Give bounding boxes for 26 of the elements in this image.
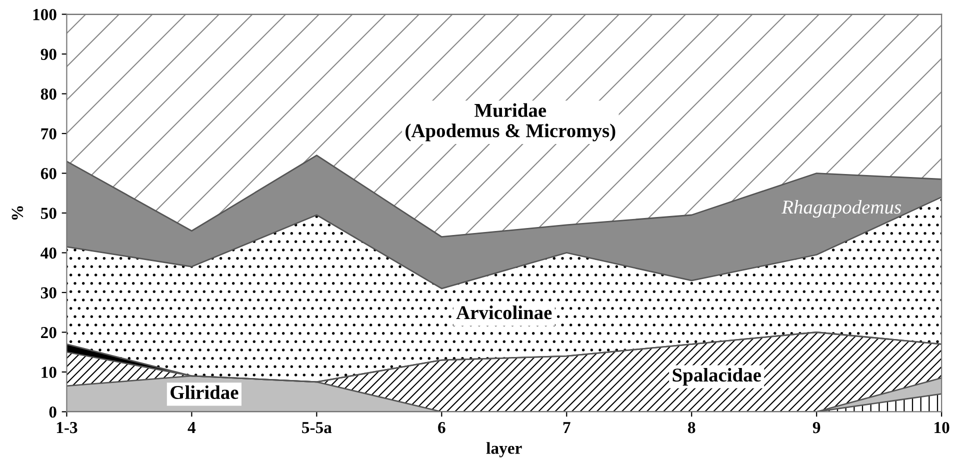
series-label: Rhagapodemus bbox=[782, 200, 901, 218]
x-axis-title: layer bbox=[486, 442, 522, 458]
x-tick-label: 6 bbox=[438, 422, 446, 434]
series-label: Gliridae bbox=[170, 385, 238, 400]
y-tick-label: 20 bbox=[41, 326, 56, 338]
series-label: Muridae (Apodemus & Micromys) bbox=[406, 103, 616, 142]
x-tick-label: 9 bbox=[812, 422, 820, 434]
series-label: Arvicolinae bbox=[456, 306, 552, 320]
y-tick-label: 100 bbox=[33, 8, 56, 20]
x-tick-label: 10 bbox=[934, 422, 950, 434]
x-tick-label: 5-5a bbox=[302, 422, 332, 434]
y-tick-label: 60 bbox=[40, 168, 56, 180]
y-tick-label: 80 bbox=[40, 88, 56, 100]
y-axis-title: % bbox=[12, 206, 24, 220]
x-tick-label: 4 bbox=[188, 422, 196, 434]
x-tick-label: 8 bbox=[688, 422, 696, 434]
x-tick-label: 1-3 bbox=[56, 422, 78, 434]
y-tick-label: 10 bbox=[42, 366, 56, 378]
y-tick-label: 70 bbox=[41, 128, 56, 140]
y-tick-label: 0 bbox=[49, 406, 56, 418]
y-tick-label: 40 bbox=[40, 247, 56, 259]
y-tick-label: 30 bbox=[40, 287, 56, 298]
y-tick-label: 90 bbox=[40, 48, 56, 60]
y-tick-label: 50 bbox=[40, 208, 56, 219]
series-label: Spalacidae bbox=[672, 368, 761, 386]
x-tick-label: 7 bbox=[563, 422, 570, 434]
